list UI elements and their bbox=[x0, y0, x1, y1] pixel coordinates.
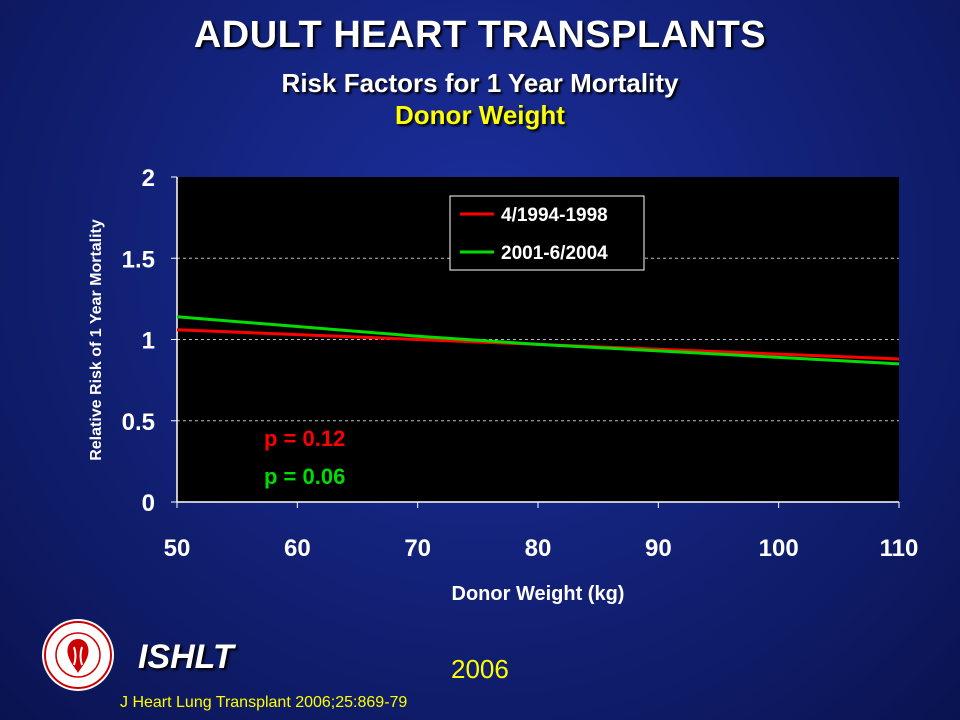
legend-label-1: 4/1994-1998 bbox=[501, 205, 608, 226]
x-tick-label: 100 bbox=[759, 535, 799, 562]
legend-box bbox=[449, 195, 645, 271]
x-tick-label: 90 bbox=[645, 535, 672, 562]
slide-subtitle: Risk Factors for 1 Year Mortality bbox=[281, 68, 679, 98]
year-label: 2006 bbox=[451, 654, 509, 684]
y-tick-label: 0 bbox=[142, 490, 155, 517]
x-tick-label: 70 bbox=[404, 535, 431, 562]
y-tick-label: 2 bbox=[142, 165, 155, 192]
ishlt-label: ISHLT bbox=[138, 638, 234, 676]
x-axis-label: Donor Weight (kg) bbox=[452, 583, 625, 605]
y-tick-label: 0.5 bbox=[122, 409, 155, 436]
y-tick-label: 1.5 bbox=[122, 246, 155, 273]
x-tick-label: 60 bbox=[284, 535, 311, 562]
y-tick-label: 1 bbox=[142, 328, 155, 355]
x-tick-label: 110 bbox=[880, 535, 919, 562]
ishlt-logo bbox=[40, 617, 116, 693]
series-line-2 bbox=[176, 315, 900, 366]
slide-title: ADULT HEART TRANSPLANTS bbox=[193, 14, 767, 56]
p-value-annotation-2: p = 0.06 bbox=[264, 464, 345, 489]
x-tick-label: 50 bbox=[164, 535, 191, 562]
p-value-annotation-1: p = 0.12 bbox=[264, 426, 345, 451]
y-axis-label: Relative Risk of 1 Year Mortality bbox=[88, 219, 105, 461]
citation: J Heart Lung Transplant 2006;25:869-79 bbox=[120, 694, 408, 711]
legend-label-2: 2001-6/2004 bbox=[501, 243, 608, 264]
slide-topic: Donor Weight bbox=[395, 100, 565, 130]
x-tick-label: 80 bbox=[525, 535, 552, 562]
